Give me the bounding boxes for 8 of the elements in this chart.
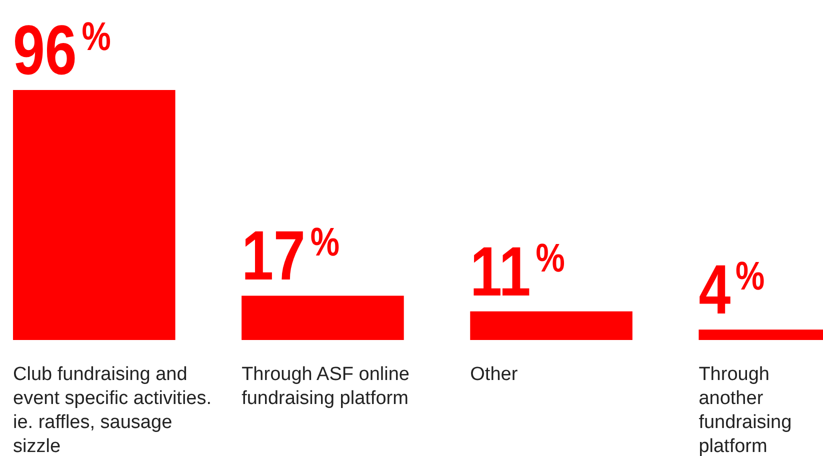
x-tick-label: Club fundraising and event specific activities. ie. raffles, sausage sizzle <box>13 364 212 456</box>
x-tick-label: Through another fundraising platform <box>698 364 792 456</box>
data-label: 4% <box>698 250 765 329</box>
data-label: 11% <box>470 232 565 311</box>
x-tick-label: Through ASF online fundraising platform <box>242 364 410 409</box>
data-label: 96% <box>13 10 111 90</box>
data-label: 17% <box>242 216 340 296</box>
x-tick-label: Other <box>470 364 518 385</box>
